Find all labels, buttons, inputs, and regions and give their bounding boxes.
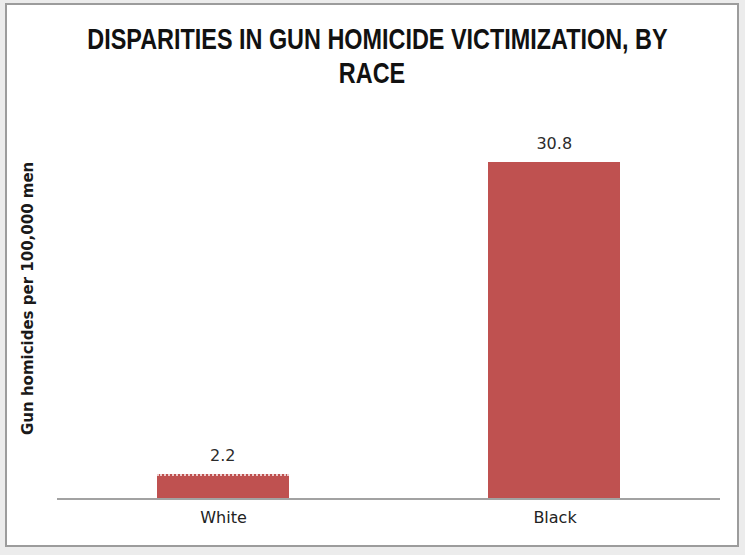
plot-area: 2.2 30.8 bbox=[57, 116, 720, 500]
bar-group-black: 30.8 bbox=[488, 134, 620, 498]
bar-value-label-white: 2.2 bbox=[210, 446, 235, 465]
bar-white bbox=[157, 474, 289, 498]
bar-group-white: 2.2 bbox=[157, 446, 289, 498]
bar-value-label-black: 30.8 bbox=[536, 134, 572, 153]
bar-black bbox=[488, 162, 620, 498]
x-tick-label-white: White bbox=[200, 508, 247, 527]
chart-title-line-1: DISPARITIES IN GUN HOMICIDE VICTIMIZATIO… bbox=[87, 22, 656, 56]
chart-panel: DISPARITIES IN GUN HOMICIDE VICTIMIZATIO… bbox=[5, 3, 739, 547]
chart-title-line-2: RACE bbox=[87, 56, 656, 90]
chart-title: DISPARITIES IN GUN HOMICIDE VICTIMIZATIO… bbox=[7, 22, 737, 90]
y-axis-label: Gun homicides per 100,000 men bbox=[19, 133, 37, 463]
x-axis-labels: White Black bbox=[57, 508, 720, 527]
x-tick-label-black: Black bbox=[533, 508, 576, 527]
